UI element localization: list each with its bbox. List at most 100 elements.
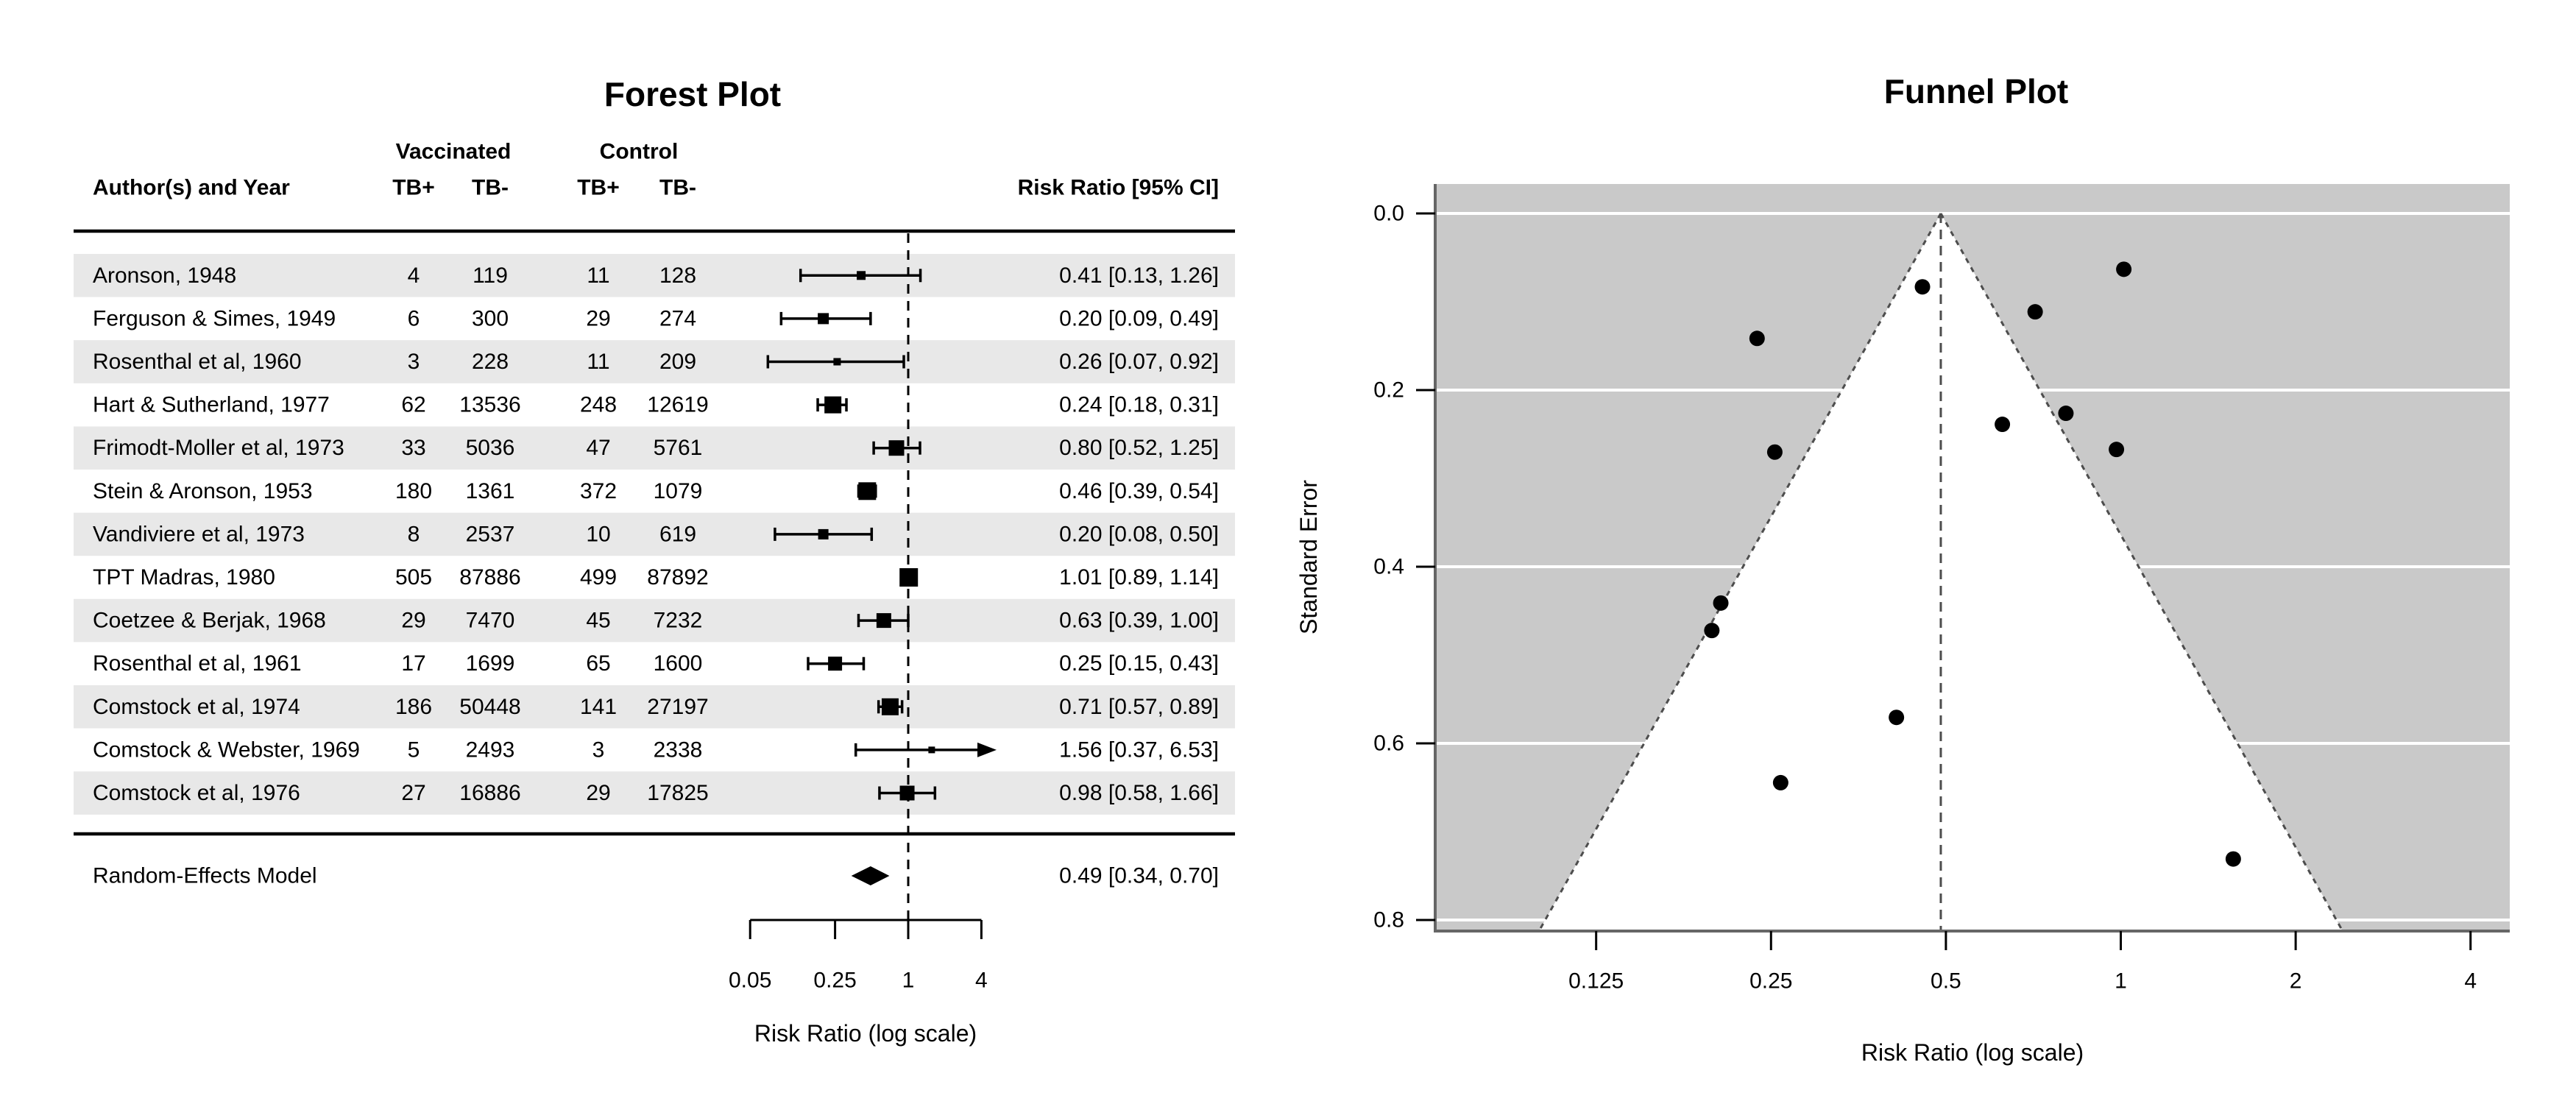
forest-point-square (928, 746, 935, 754)
funnel-point (1772, 774, 1788, 790)
forest-study-author: TPT Madras, 1980 (93, 565, 275, 590)
forest-study-count: 27197 (647, 695, 708, 719)
forest-study-author: Comstock et al, 1976 (93, 781, 300, 805)
forest-study-ci-label: 0.80 [0.52, 1.25] (1059, 436, 1219, 460)
forest-study-author: Ferguson & Simes, 1949 (93, 306, 336, 330)
forest-point-square (857, 271, 866, 280)
forest-study-author: Stein & Aronson, 1953 (93, 479, 313, 503)
funnel-y-tick-label: 0.2 (1373, 378, 1404, 403)
forest-x-axis-tick-label: 0.25 (813, 969, 856, 993)
forest-study-count: 11 (587, 350, 609, 374)
forest-row-band (74, 512, 1235, 556)
forest-study-count: 12619 (647, 393, 708, 417)
forest-x-axis-title: Risk Ratio (log scale) (754, 1020, 977, 1047)
forest-study-count: 274 (659, 306, 696, 330)
funnel-y-tick-label: 0.8 (1373, 908, 1404, 933)
forest-point-square (858, 482, 877, 500)
funnel-point (1704, 623, 1720, 639)
forest-row-band (74, 426, 1235, 470)
funnel-boundary-left (1538, 213, 1942, 932)
forest-study-ci-label: 0.25 [0.15, 0.43] (1059, 651, 1219, 676)
funnel-point (1749, 330, 1765, 347)
forest-point-square (833, 358, 841, 366)
forest-x-axis-tick-label: 0.05 (729, 969, 771, 993)
forest-study-ci-label: 0.26 [0.07, 0.92] (1059, 350, 1219, 374)
funnel-point (2225, 851, 2241, 867)
forest-header-author: Author(s) and Year (93, 176, 290, 200)
forest-study-count: 17 (401, 651, 425, 676)
forest-study-ci-label: 1.56 [0.37, 6.53] (1059, 737, 1219, 762)
forest-study-count: 33 (401, 436, 425, 460)
forest-point-square (888, 440, 905, 456)
forest-study-count: 11 (587, 263, 609, 288)
forest-study-count: 248 (580, 393, 617, 417)
forest-point-square (828, 657, 843, 671)
funnel-y-axis-title: Standard Error (1295, 480, 1322, 634)
forest-ci-arrowhead (977, 742, 997, 757)
forest-study-count: 2493 (466, 737, 515, 762)
funnel-boundary-right (1939, 213, 2344, 932)
forest-study-count: 62 (401, 393, 425, 417)
forest-header-vac-tb-pos: TB+ (392, 176, 435, 200)
forest-study-author: Comstock & Webster, 1969 (93, 737, 360, 762)
funnel-x-tick-label: 4 (2464, 969, 2477, 994)
forest-study-count: 1600 (654, 651, 703, 676)
forest-row-band (74, 254, 1235, 297)
forest-study-count: 47 (586, 436, 610, 460)
forest-summary-label: Random-Effects Model (93, 864, 317, 888)
forest-study-count: 16886 (459, 781, 520, 805)
funnel-point (2027, 304, 2043, 320)
forest-study-count: 119 (473, 263, 508, 288)
forest-study-count: 29 (586, 306, 610, 330)
forest-study-count: 2537 (466, 522, 515, 546)
forest-study-count: 6 (408, 306, 420, 330)
forest-study-count: 2338 (654, 737, 703, 762)
forest-study-author: Coetzee & Berjak, 1968 (93, 609, 326, 633)
forest-study-ci-label: 0.20 [0.08, 0.50] (1059, 522, 1219, 546)
funnel-x-axis-title: Risk Ratio (log scale) (1861, 1039, 2084, 1066)
forest-study-ci-label: 0.63 [0.39, 1.00] (1059, 609, 1219, 633)
forest-point-square (899, 785, 915, 801)
summary-diamond (851, 866, 890, 885)
forest-study-count: 5761 (654, 436, 703, 460)
forest-study-count: 300 (472, 306, 509, 330)
forest-study-count: 87886 (459, 565, 520, 590)
forest-study-count: 8 (408, 522, 420, 546)
forest-header-vac-tb-neg: TB- (472, 176, 509, 200)
forest-study-count: 1699 (466, 651, 515, 676)
forest-study-count: 29 (586, 781, 610, 805)
funnel-plot: 0.0 0.2 0.4 0.6 0.8 0.125 0.25 0.5 1 2 4 (1373, 184, 2510, 994)
forest-x-axis-tick-label: 1 (902, 969, 915, 993)
forest-study-count: 209 (659, 350, 696, 374)
funnel-x-tick-label: 0.5 (1931, 969, 1961, 994)
forest-point-square (876, 613, 891, 629)
funnel-x-tick-label: 2 (2290, 969, 2302, 994)
funnel-y-tick-label: 0.6 (1373, 732, 1404, 756)
funnel-point (1713, 595, 1729, 611)
forest-plot-title: Forest Plot (604, 75, 781, 113)
forest-study-count: 3 (408, 350, 420, 374)
forest-study-author: Aronson, 1948 (93, 263, 236, 288)
funnel-point (2058, 406, 2074, 422)
forest-study-author: Hart & Sutherland, 1977 (93, 393, 330, 417)
forest-plot-labels: Forest Plot Vaccinated Control Author(s)… (93, 75, 1219, 1047)
forest-study-count: 1361 (466, 479, 515, 503)
funnel-y-tick-label: 0.4 (1373, 555, 1404, 579)
forest-study-count: 141 (580, 695, 617, 719)
forest-row-band (74, 685, 1235, 729)
forest-study-author: Rosenthal et al, 1961 (93, 651, 302, 676)
forest-study-ci-label: 0.71 [0.57, 0.89] (1059, 695, 1219, 719)
forest-point-square (899, 568, 919, 587)
forest-point-square (818, 313, 829, 325)
forest-x-axis-tick-label: 4 (975, 969, 988, 993)
forest-study-count: 7232 (654, 609, 703, 633)
forest-study-ci-label: 1.01 [0.89, 1.14] (1059, 565, 1219, 590)
forest-study-count: 45 (586, 609, 610, 633)
forest-study-count: 13536 (459, 393, 520, 417)
forest-point-square (824, 396, 842, 414)
forest-study-count: 7470 (466, 609, 515, 633)
forest-study-ci-label: 0.24 [0.18, 0.31] (1059, 393, 1219, 417)
funnel-point (2116, 261, 2132, 277)
forest-summary-estimate: 0.49 [0.34, 0.70] (1059, 864, 1219, 888)
